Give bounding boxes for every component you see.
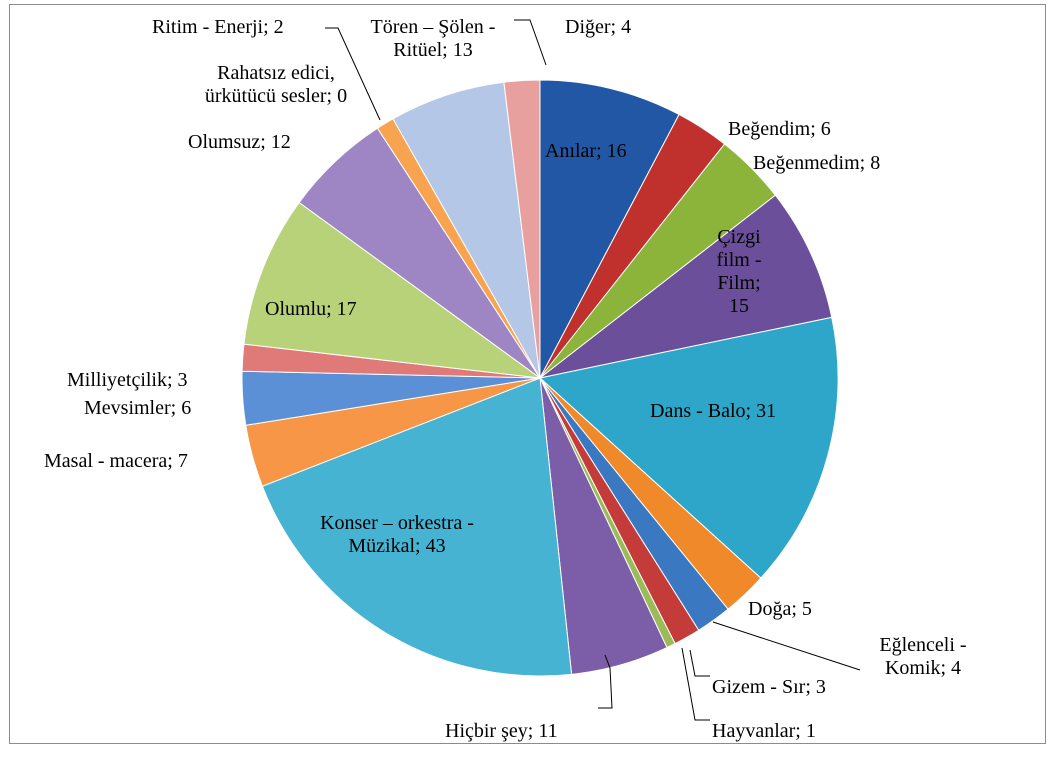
category-name: Hiçbir şey [445, 720, 528, 742]
chart-border [9, 4, 1046, 744]
data-label: Hayvanlar; 1 [712, 720, 852, 743]
pie-slice [392, 81, 541, 379]
leader-line [689, 649, 710, 677]
leader-line [514, 19, 547, 66]
value-label: ; 11 [527, 720, 558, 742]
value-label: ; 6 [810, 118, 831, 140]
value-label: ; 17 [326, 298, 357, 320]
value-label: ; 0 [326, 85, 348, 107]
data-label: Milliyetçilik; 3 [67, 369, 257, 392]
value-label: ; 2 [263, 16, 284, 38]
value-label: ; 15 [729, 272, 761, 317]
pie-slice [538, 316, 839, 579]
pie-slice [539, 79, 680, 379]
value-label: ; 7 [167, 450, 188, 472]
pie-slice [243, 201, 542, 379]
category-name: Hayvanlar [712, 720, 796, 742]
value-label: ; 31 [745, 400, 777, 422]
value-label: ; 16 [596, 140, 627, 162]
category-name: Olumlu [265, 298, 327, 320]
data-label: Doğa; 5 [748, 598, 828, 621]
value-label: ; 3 [805, 676, 826, 698]
value-label: ; 4 [940, 657, 962, 679]
category-name: Çizgi film - Film [716, 226, 762, 294]
data-label: Olumlu; 17 [265, 298, 405, 321]
data-label: Diğer; 4 [565, 16, 665, 39]
data-label: Beğenmedim; 8 [753, 152, 923, 175]
leader-line [712, 621, 861, 671]
category-name: Beğenmedim [753, 152, 860, 174]
category-name: Eğlenceli - Komik [879, 634, 967, 679]
category-name: Ritim - Enerji [152, 16, 264, 38]
pie-slice [261, 377, 573, 677]
category-name: Beğendim [728, 118, 811, 140]
pie-slice [503, 79, 541, 379]
value-label: ; 8 [859, 152, 881, 174]
leader-line [325, 27, 381, 121]
value-label: ; 4 [610, 16, 632, 38]
data-label: Ritim - Enerji; 2 [152, 16, 332, 39]
value-label: ; 43 [415, 535, 446, 557]
data-label: Hiçbir şey; 11 [445, 720, 605, 743]
data-label: Mevsimler; 6 [84, 397, 264, 420]
category-name: Gizem - Sır [712, 676, 806, 698]
data-label: Rahatsız edici, ürkütücü sesler; 0 [196, 62, 356, 108]
data-label: Anılar; 16 [545, 140, 685, 163]
value-label: ; 5 [791, 598, 812, 620]
value-label: ; 3 [167, 369, 188, 391]
value-label: ; 13 [442, 39, 473, 61]
data-label: Beğendim; 6 [728, 118, 878, 141]
category-name: Rahatsız edici, ürkütücü sesler [204, 62, 335, 107]
data-label: Eğlenceli - Komik; 4 [858, 634, 988, 680]
category-name: Milliyetçilik [67, 369, 167, 391]
data-label: Çizgi film - Film; 15 [706, 226, 772, 318]
category-name: Dans - Balo [650, 400, 746, 422]
category-name: Tören – Şölen - Ritüel [370, 16, 496, 61]
data-label: Konser – orkestra - Müzikal; 43 [292, 512, 502, 558]
data-label: Gizem - Sır; 3 [712, 676, 842, 699]
data-label: Masal - macera; 7 [44, 450, 264, 473]
category-name: Diğer [565, 16, 611, 38]
data-label: Tören – Şölen - Ritüel; 13 [358, 16, 508, 62]
category-name: Olumsuz [188, 131, 261, 153]
leader-line [598, 654, 613, 709]
value-label: ; 6 [170, 397, 192, 419]
category-name: Konser – orkestra - Müzikal [320, 512, 474, 557]
data-label: Dans - Balo; 31 [650, 400, 830, 423]
value-label: ; 12 [260, 131, 291, 153]
category-name: Anılar [545, 140, 597, 162]
category-name: Doğa [748, 598, 792, 620]
leader-line [681, 647, 710, 721]
category-name: Mevsimler [84, 397, 171, 419]
data-label: Olumsuz; 12 [188, 131, 338, 154]
category-name: Masal - macera [44, 450, 168, 472]
value-label: ; 1 [795, 720, 816, 742]
